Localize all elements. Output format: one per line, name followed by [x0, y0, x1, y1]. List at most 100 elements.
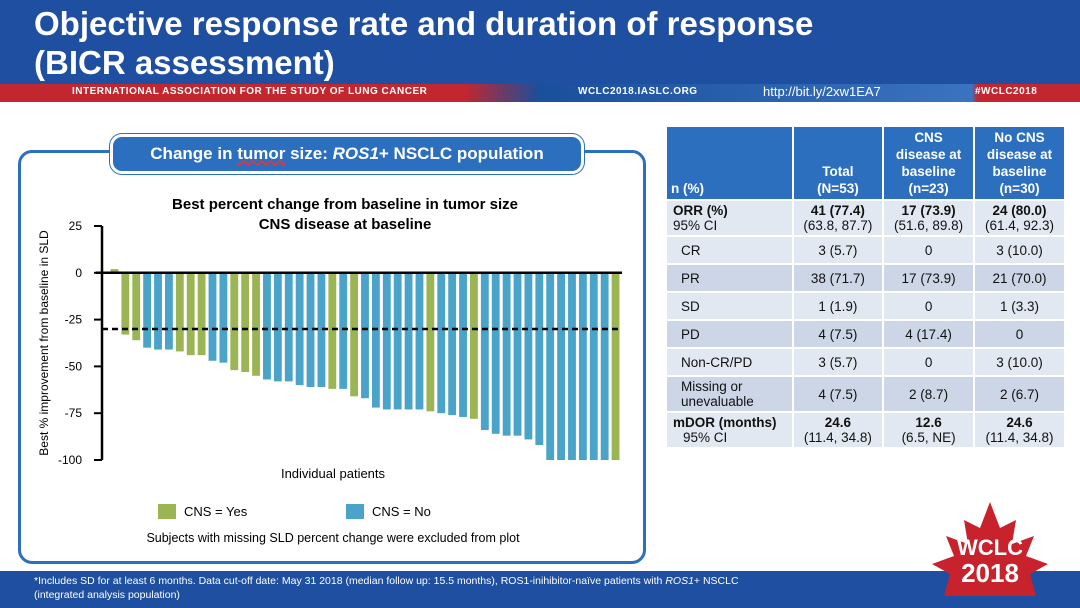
chart-title-2: CNS disease at baseline [259, 216, 432, 233]
cell: 17 (73.9) (51.6, 89.8) [882, 199, 976, 237]
cell: 0 [973, 319, 1066, 349]
y-tick-label: -50 [65, 359, 83, 373]
cell-sub: (51.6, 89.8) [894, 218, 964, 233]
cell: 3 (5.7) [791, 347, 885, 377]
footnote-bar: *Includes SD for at least 6 months. Data… [0, 571, 1080, 608]
bar-cns-no [448, 272, 457, 416]
table-row-missing: Missing or unevaluable 4 (7.5) 2 (8.7) 2 … [665, 375, 1066, 413]
wclc-logo: WCLC 2018 [932, 502, 1048, 596]
cell: 38 (71.7) [791, 263, 885, 293]
cell-main: 12.6 [915, 415, 942, 430]
header-line: CNS [914, 130, 943, 145]
bar-cns-yes [197, 272, 206, 356]
cell: 12.6 (6.5, NE) [882, 411, 976, 449]
bar-cns-yes [186, 272, 195, 356]
header-line: disease at [986, 147, 1053, 162]
cell: 17 (73.9) [882, 263, 976, 293]
bar-cns-no [513, 272, 522, 436]
bar-cns-no [546, 272, 555, 460]
cell-main: 41 (77.4) [810, 203, 865, 218]
y-tick-label: -75 [65, 406, 83, 420]
chart-title-1: Best percent change from baseline in tum… [172, 196, 518, 213]
bar-cns-no [459, 272, 467, 417]
bar-cns-yes [611, 272, 620, 460]
cell-sub: (11.4, 34.8) [985, 430, 1054, 445]
header-line: No CNS [994, 130, 1045, 145]
bar-cns-no [589, 272, 598, 460]
header-line: (n=23) [908, 181, 949, 196]
y-tick-label: 25 [69, 219, 83, 233]
row-label: ORR (%) 95% CI [665, 199, 794, 237]
cell: 4 (7.5) [791, 319, 885, 349]
bar-cns-no [143, 272, 152, 348]
header-line: disease at [895, 147, 962, 162]
cell-sub: (63.8, 87.7) [803, 218, 873, 233]
bar-cns-no [578, 272, 587, 460]
table-row-noncr: Non-CR/PD 3 (5.7) 0 3 (10.0) [665, 347, 1066, 377]
bar-cns-no [557, 272, 565, 460]
bar-cns-no [306, 272, 315, 387]
header-no-cns: No CNS disease at baseline (n=30) [973, 125, 1066, 201]
footnote-part-2: + NSCLC [693, 575, 739, 587]
bar-cns-yes [470, 272, 478, 419]
bar-cns-no [568, 272, 576, 460]
bar-cns-no [437, 272, 446, 414]
row-label-sub: unevaluable [681, 394, 754, 409]
short-link[interactable]: http://bit.ly/2xw1EA7 [763, 84, 881, 99]
cell: 0 [882, 347, 976, 377]
row-label: SD [665, 291, 794, 321]
bar-cns-no [600, 272, 609, 460]
table-row-pd: PD 4 (7.5) 4 (17.4) 0 [665, 319, 1066, 349]
cell: 4 (17.4) [882, 319, 976, 349]
conference-website[interactable]: WCLC2018.IASLC.ORG [578, 86, 698, 97]
bar-cns-no [491, 272, 500, 434]
bar-cns-no [535, 272, 544, 446]
header-n: n (%) [665, 125, 794, 201]
cell: 3 (5.7) [791, 235, 885, 265]
bar-cns-yes [175, 272, 184, 352]
y-axis-label: Best % improvement from baseline in SLD [37, 230, 51, 456]
bar-cns-yes [350, 272, 359, 397]
row-label: PD [665, 319, 794, 349]
row-label: PR [665, 263, 794, 293]
pill-prefix: Change in [150, 144, 238, 163]
results-table: n (%) Total (N=53) CNS disease at baseline (… [665, 125, 1066, 449]
table-row-mdor: mDOR (months) 95% CI 24.6 (11.4, 34.8) 12.… [665, 411, 1066, 449]
cell: 1 (1.9) [791, 291, 885, 321]
header-line: baseline [901, 164, 956, 179]
cell: 3 (10.0) [973, 235, 1066, 265]
cell: 24.6 (11.4, 34.8) [973, 411, 1066, 449]
logo-line-1: WCLC [957, 535, 1023, 560]
bar-cns-yes [132, 272, 141, 341]
row-label: Non-CR/PD [665, 347, 794, 377]
title-line-1: Objective response rate and duration of … [34, 5, 814, 42]
pill-mid: size: [285, 144, 333, 163]
cell: 41 (77.4) (63.8, 87.7) [791, 199, 885, 237]
conference-strip: INTERNATIONAL ASSOCIATION FOR THE STUDY … [0, 84, 1080, 102]
row-label-main: Missing or [681, 379, 743, 394]
chart-section-title: Change in tumor size: ROS1+ NSCLC popula… [110, 134, 584, 174]
bar-cns-yes [328, 272, 337, 389]
association-name: INTERNATIONAL ASSOCIATION FOR THE STUDY … [72, 86, 428, 97]
bar-cns-no [524, 272, 533, 440]
bars [110, 269, 620, 460]
results-table-wrap: n (%) Total (N=53) CNS disease at baseline (… [665, 125, 1066, 449]
footnote-part-1: *Includes SD for at least 6 months. Data… [34, 575, 666, 587]
footnote-line-2: (integrated analysis population) [34, 589, 180, 601]
legend-swatch-yes [158, 504, 176, 519]
footnote-text: *Includes SD for at least 6 months. Data… [34, 574, 894, 602]
slide-title: Objective response rate and duration of … [34, 4, 813, 82]
bar-cns-yes [426, 272, 435, 412]
header-line: (n=30) [999, 181, 1040, 196]
legend-swatch-no [346, 504, 364, 519]
header-line: n (%) [671, 181, 704, 196]
cell: 21 (70.0) [973, 263, 1066, 293]
bar-cns-no [154, 272, 162, 350]
cell: 0 [882, 235, 976, 265]
waterfall-chart: Best percent change from baseline in tum… [37, 196, 622, 545]
cell-sub: (11.4, 34.8) [803, 430, 872, 445]
pill-under: tumor [237, 144, 286, 163]
logo-line-2: 2018 [961, 558, 1019, 588]
chart-note: Subjects with missing SLD percent change… [146, 531, 520, 545]
title-bar: Objective response rate and duration of … [0, 0, 1080, 84]
